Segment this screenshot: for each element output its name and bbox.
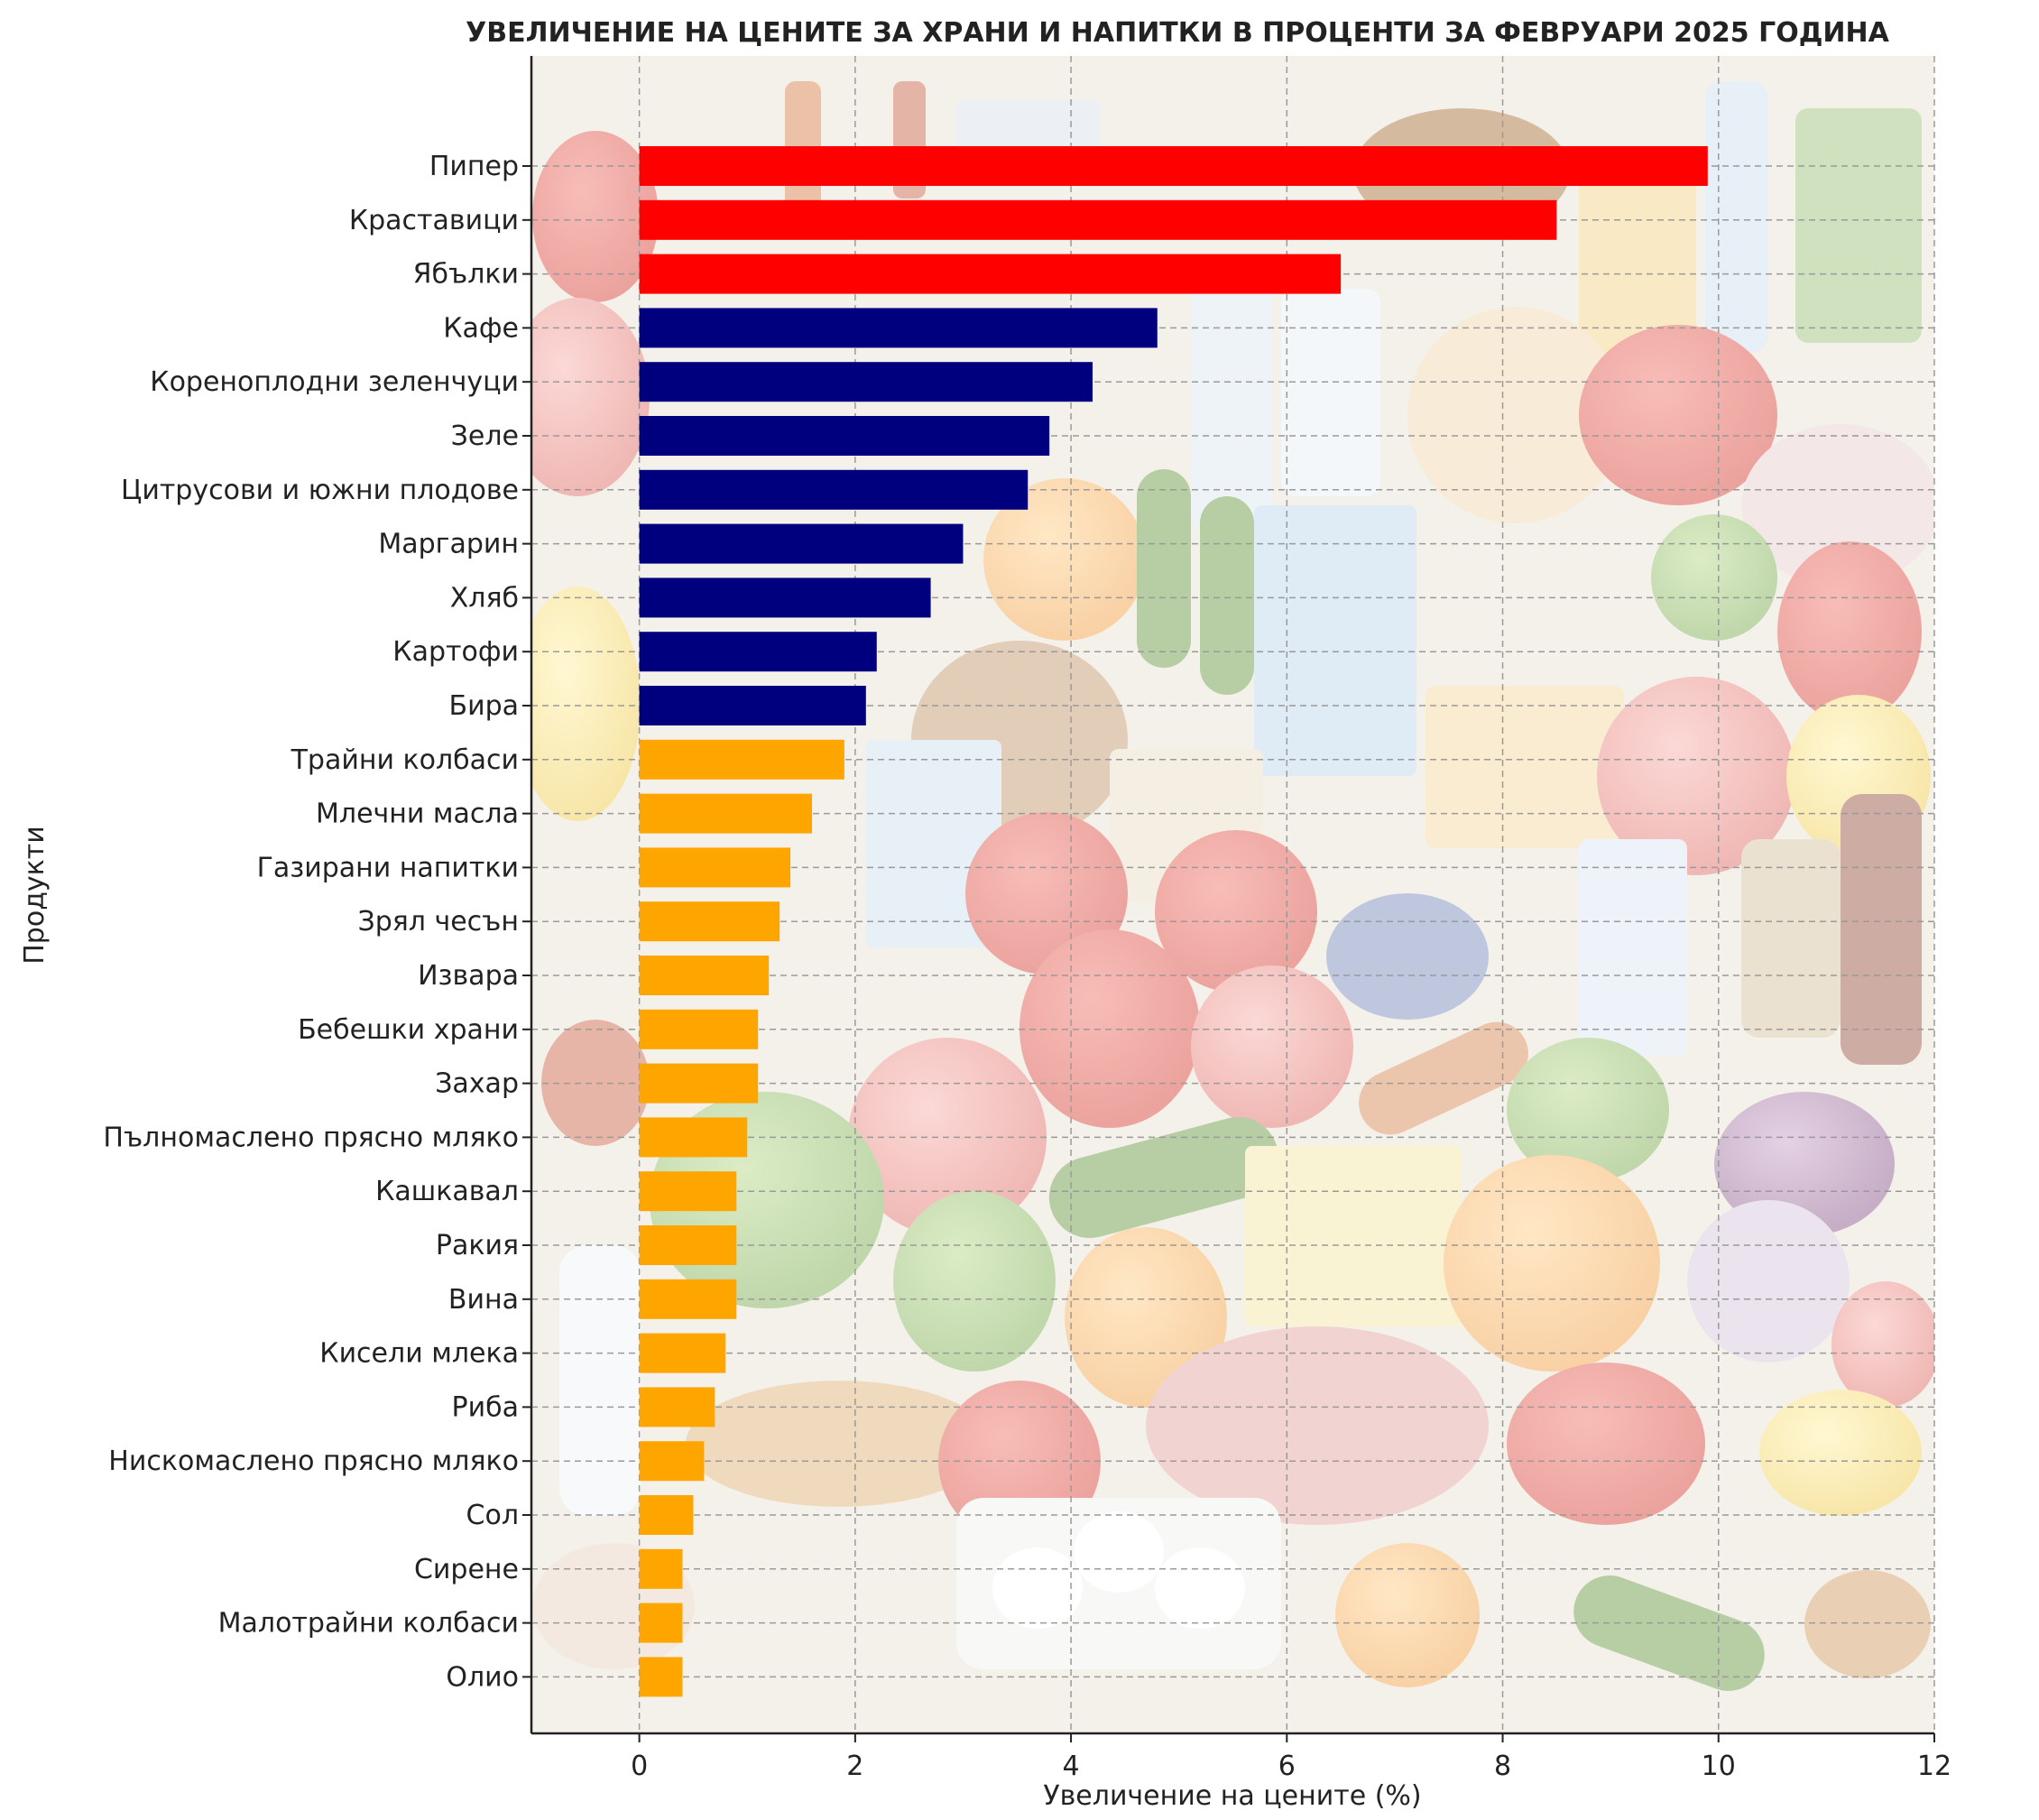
y-tick-label: Кореноплодни зеленчуци: [150, 366, 519, 398]
bar: [639, 901, 780, 942]
bar: [639, 199, 1557, 240]
bar: [639, 1279, 737, 1319]
bar: [639, 1171, 737, 1212]
bar: [639, 1333, 726, 1373]
bar: [639, 577, 931, 618]
y-tick-label: Пипер: [429, 151, 519, 182]
x-axis-ticks: 0 2 4 6 8 10 12: [631, 1733, 1951, 1782]
y-tick-label: Краставици: [349, 205, 519, 236]
y-tick-label: Кашкавал: [375, 1176, 519, 1207]
y-tick-label: Маргарин: [378, 529, 519, 560]
bar: [639, 1603, 683, 1643]
bar-series: [639, 146, 1708, 1697]
bar: [639, 254, 1342, 294]
y-tick-label: Млечни масла: [316, 799, 519, 830]
y-tick-label: Бира: [448, 690, 519, 722]
bar: [639, 1387, 715, 1427]
y-tick-label: Кисели млека: [319, 1338, 519, 1370]
y-tick-label: Риба: [452, 1391, 519, 1423]
bar: [639, 686, 866, 725]
bar: [639, 793, 812, 834]
bar: [639, 146, 1708, 186]
axes-spines: [530, 56, 1934, 1735]
bar: [639, 1009, 759, 1049]
x-tick-label: 6: [1278, 1751, 1296, 1782]
y-tick-label: Извара: [418, 960, 519, 992]
bar: [639, 739, 844, 780]
y-tick-label: Бебешки храни: [298, 1014, 519, 1046]
bar: [639, 1117, 748, 1158]
y-tick-label: Малотрайни колбаси: [218, 1608, 519, 1640]
y-tick-label: Пълномаслено прясно мляко: [103, 1122, 519, 1153]
x-tick-label: 8: [1494, 1751, 1511, 1782]
x-tick-label: 4: [1063, 1751, 1080, 1782]
bar: [639, 308, 1158, 348]
x-tick-label: 10: [1702, 1751, 1736, 1782]
y-tick-label: Хляб: [450, 582, 519, 614]
y-tick-label: Сирене: [414, 1554, 519, 1585]
y-tick-label: Трайни колбаси: [291, 744, 519, 776]
bar: [639, 847, 791, 888]
y-tick-label: Ракия: [436, 1230, 519, 1261]
x-axis-label: Увеличение на цените (%): [1043, 1780, 1421, 1812]
grid-lines: [531, 56, 1935, 1733]
bar: [639, 956, 770, 995]
y-tick-label: Сол: [466, 1500, 519, 1531]
y-tick-label: Захар: [435, 1068, 519, 1100]
bar: [639, 416, 1050, 456]
y-tick-label: Ябълки: [413, 259, 519, 291]
bar: [639, 1495, 694, 1535]
y-tick-label: Зрял чесън: [357, 906, 519, 938]
y-tick-label: Кафе: [443, 312, 519, 344]
bar: [639, 362, 1093, 402]
x-tick-label: 2: [846, 1751, 863, 1782]
bar: [639, 1063, 759, 1104]
y-tick-label: Зеле: [451, 420, 519, 452]
bar: [639, 1441, 705, 1482]
bar: [639, 632, 877, 672]
bar: [639, 1548, 683, 1589]
bar: [639, 469, 1029, 510]
chart-title: УВЕЛИЧЕНИЕ НА ЦЕНИТЕ ЗА ХРАНИ И НАПИТКИ …: [466, 17, 1890, 49]
bar: [639, 1657, 683, 1697]
x-tick-label: 0: [631, 1751, 648, 1782]
bar: [639, 523, 964, 564]
y-tick-label: Газирани напитки: [257, 852, 519, 883]
y-tick-label: Картофи: [392, 636, 519, 668]
y-tick-label: Вина: [448, 1284, 519, 1316]
y-tick-label: Нискомаслено прясно мляко: [108, 1446, 519, 1477]
x-tick-label: 12: [1917, 1751, 1951, 1782]
grocery-photo-background: [531, 56, 1934, 1733]
y-tick-label: Олио: [446, 1661, 519, 1693]
y-axis-label: Продукти: [19, 826, 51, 965]
y-tick-label: Цитрусови и южни плодове: [121, 475, 519, 506]
y-axis-ticks: Пипер Краставици Ябълки Кафе Кореноплодни зе…: [103, 151, 531, 1693]
bar: [639, 1225, 737, 1265]
